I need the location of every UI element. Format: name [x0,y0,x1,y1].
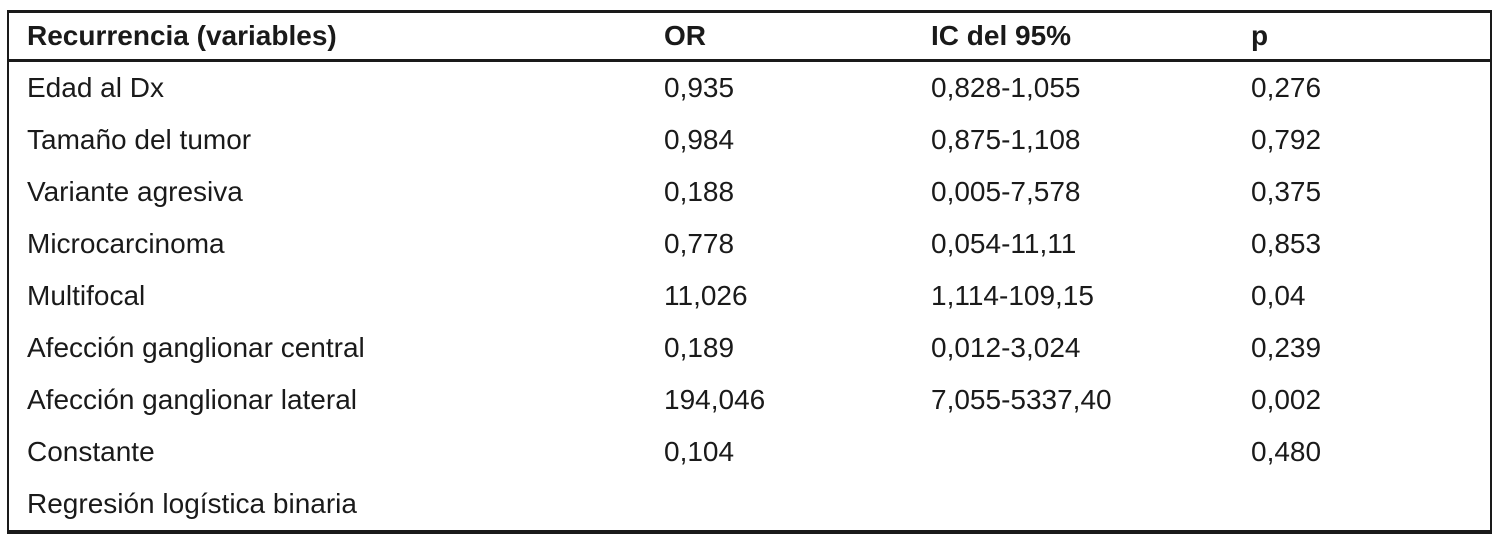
table-row: Tamaño del tumor 0,984 0,875-1,108 0,792 [8,114,1491,166]
cell-variable: Tamaño del tumor [27,124,252,155]
cell-variable: Multifocal [27,280,146,311]
table-row: Afección ganglionar central 0,189 0,012-… [8,322,1491,374]
table-row: Multifocal 11,026 1,114-109,15 0,04 [8,270,1491,322]
table-row: Constante 0,104 0,480 [8,426,1491,478]
regression-results-table: Recurrencia (variables) OR IC del 95% p … [7,10,1492,534]
cell-or: 0,188 [664,176,735,207]
cell-p: 0,375 [1251,176,1322,207]
table-row: Afección ganglionar lateral 194,046 7,05… [8,374,1491,426]
cell-or: 0,935 [664,72,735,103]
cell-ic: 0,828-1,055 [931,72,1081,103]
cell-p: 0,002 [1251,384,1322,415]
column-header-p: p [1251,20,1269,51]
cell-p: 0,239 [1251,332,1322,363]
column-header-ic95: IC del 95% [931,20,1072,51]
cell-ic: 1,114-109,15 [931,280,1094,311]
cell-variable: Constante [27,436,155,467]
cell-variable: Microcarcinoma [27,228,225,259]
column-header-variables: Recurrencia (variables) [27,20,337,51]
footer-note: Regresión logística binaria [27,488,357,519]
cell-variable: Edad al Dx [27,72,164,103]
cell-or: 0,189 [664,332,735,363]
cell-p: 0,853 [1251,228,1322,259]
cell-p: 0,792 [1251,124,1322,155]
cell-ic: 7,055-5337,40 [931,384,1112,415]
cell-or: 0,984 [664,124,735,155]
cell-p: 0,04 [1251,280,1306,311]
table-row: Edad al Dx 0,935 0,828-1,055 0,276 [8,61,1491,115]
cell-ic: 0,054-11,11 [931,228,1077,259]
table-header-row: Recurrencia (variables) OR IC del 95% p [8,12,1491,61]
cell-or: 0,104 [664,436,735,467]
table-footer-row: Regresión logística binaria [8,478,1491,532]
cell-or: 194,046 [664,384,766,415]
cell-ic: 0,875-1,108 [931,124,1081,155]
cell-or: 11,026 [664,280,748,311]
table-row: Variante agresiva 0,188 0,005-7,578 0,37… [8,166,1491,218]
cell-ic: 0,005-7,578 [931,176,1081,207]
cell-ic: 0,012-3,024 [931,332,1081,363]
cell-variable: Afección ganglionar lateral [27,384,357,415]
cell-ic [931,426,1251,478]
cell-variable: Afección ganglionar central [27,332,365,363]
cell-p: 0,276 [1251,72,1322,103]
cell-variable: Variante agresiva [27,176,243,207]
column-header-or: OR [664,20,706,51]
table-row: Microcarcinoma 0,778 0,054-11,11 0,853 [8,218,1491,270]
cell-p: 0,480 [1251,436,1322,467]
cell-or: 0,778 [664,228,735,259]
